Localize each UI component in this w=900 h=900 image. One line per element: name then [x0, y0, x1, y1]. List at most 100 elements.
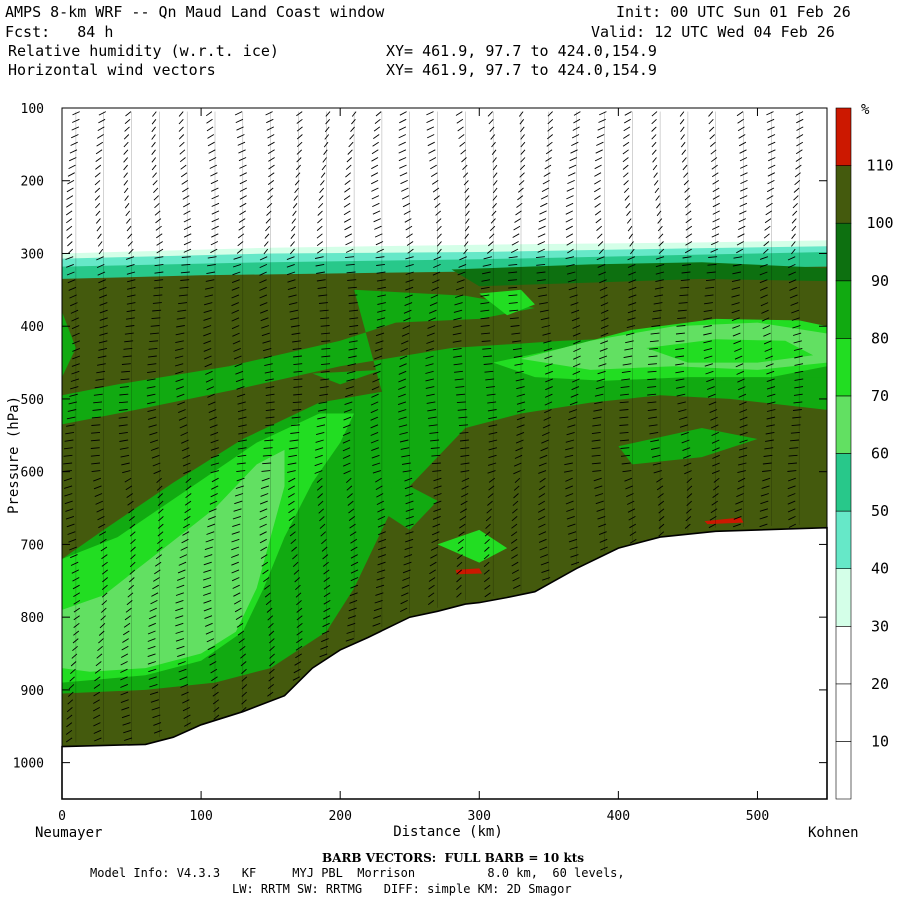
wind-barb [456, 561, 463, 568]
wind-barb [177, 653, 186, 658]
wind-barb [210, 172, 218, 177]
wind-barb [739, 401, 747, 406]
y-tick-label: 300 [21, 247, 44, 262]
wind-barb [373, 134, 380, 139]
wind-barb [737, 477, 746, 483]
wind-barb [482, 355, 492, 358]
wind-barb [711, 172, 719, 178]
wind-barb [265, 409, 275, 412]
wind-barb [375, 332, 385, 337]
wind-barb [594, 401, 603, 405]
wind-barb [488, 477, 496, 483]
wind-barb [99, 294, 108, 299]
wind-barb [763, 332, 771, 337]
wind-barb [792, 325, 801, 329]
wind-barb [766, 378, 775, 383]
wind-barb [153, 195, 160, 201]
wind-barb [682, 256, 692, 259]
wind-barb [565, 202, 574, 208]
wind-barb [795, 157, 803, 162]
wind-barb [453, 309, 463, 313]
wind-barb [759, 508, 769, 512]
wind-barb [712, 202, 720, 208]
wind-barb [519, 119, 525, 125]
wind-barb [130, 546, 136, 552]
wind-barb [564, 462, 573, 466]
wind-barb [678, 416, 688, 420]
wind-barb [398, 370, 407, 375]
wind-barb [231, 317, 240, 322]
wind-barb [288, 516, 295, 521]
wind-barb [182, 202, 191, 208]
wind-barb [129, 569, 136, 575]
wind-barb [264, 584, 271, 590]
wind-barb [545, 386, 553, 391]
wind-barb [344, 401, 353, 406]
wind-barb [129, 561, 136, 568]
wind-barb [652, 164, 658, 171]
wind-barb [289, 523, 296, 529]
wind-barb [596, 378, 606, 382]
wind-barb [64, 439, 74, 442]
wind-barb [481, 340, 491, 342]
wind-barb [483, 363, 493, 365]
wind-barb [761, 317, 770, 322]
wind-barb [235, 118, 244, 124]
wind-barb [263, 241, 269, 247]
wind-barb [373, 615, 382, 619]
wind-barb [546, 141, 553, 147]
wind-barb [120, 653, 129, 658]
wind-barb [647, 386, 657, 388]
wind-barb [319, 309, 329, 312]
colorbar-swatch [835, 741, 852, 800]
wind-barb [766, 409, 776, 412]
wind-barb [376, 577, 385, 581]
wind-barb [93, 485, 102, 490]
wind-barb [787, 256, 796, 261]
wind-barb [787, 470, 797, 472]
wind-barb [454, 370, 463, 373]
humidity-band [312, 369, 382, 385]
wind-barb [119, 393, 129, 396]
wind-barb [324, 126, 330, 133]
wind-barb [316, 271, 325, 274]
wind-barb [459, 141, 466, 147]
wind-barb [349, 531, 357, 536]
wind-barb [543, 347, 553, 352]
wind-barb [93, 714, 101, 719]
wind-barb [236, 393, 246, 398]
wind-barb [566, 515, 575, 520]
wind-barb [71, 363, 80, 367]
wind-barb [126, 493, 133, 498]
wind-barb [731, 302, 740, 306]
wind-barb [487, 470, 496, 474]
wind-barb [492, 203, 497, 209]
wind-barb [128, 248, 134, 255]
wind-barb [176, 325, 185, 328]
wind-barb [570, 149, 578, 154]
wind-barb [790, 302, 799, 306]
wind-barb [371, 157, 379, 162]
wind-barb [118, 431, 128, 435]
wind-barb [213, 714, 220, 720]
wind-barb [733, 515, 742, 520]
colorbar-swatch [835, 280, 852, 339]
wind-barb [677, 317, 687, 320]
wind-barb [764, 347, 773, 352]
wind-barb [147, 401, 156, 405]
colorbar-swatch [835, 395, 852, 454]
wind-barb [177, 309, 187, 312]
wind-barb [736, 241, 744, 246]
wind-barb [597, 515, 606, 520]
wind-barb [350, 538, 358, 544]
wind-barb [487, 462, 497, 466]
wind-barb [430, 447, 440, 449]
wind-barb [370, 172, 379, 177]
wind-barb [509, 309, 519, 312]
wind-barb [207, 263, 216, 267]
wind-barb [260, 485, 270, 490]
wind-barb [96, 370, 106, 374]
wind-barb [233, 347, 241, 352]
wind-barb [732, 325, 741, 329]
wind-barb [320, 317, 330, 320]
